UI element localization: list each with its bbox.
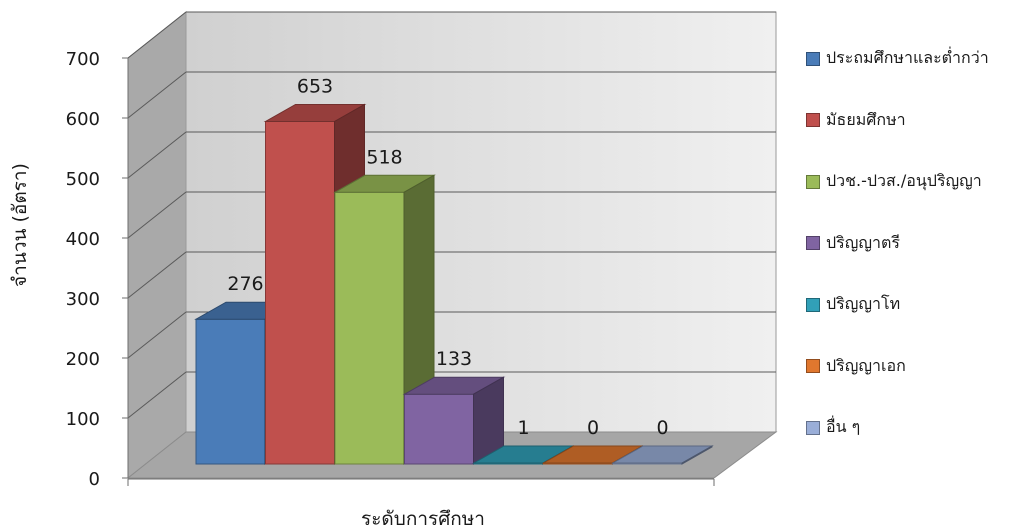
gridline	[127, 371, 187, 419]
data-label: 653	[297, 76, 333, 98]
legend-item: ประถมศึกษาและต่ำกว่า	[806, 28, 1021, 90]
x-axis	[127, 478, 715, 486]
bar-front	[334, 191, 405, 465]
legend-label: ประถมศึกษาและต่ำกว่า	[826, 48, 989, 68]
legend-item: มัธยมศึกษา	[806, 90, 1021, 152]
data-label: 518	[366, 146, 402, 168]
legend-swatch	[806, 236, 820, 251]
gridline	[127, 251, 187, 299]
legend-item: ปริญญาโท	[806, 274, 1021, 336]
data-labels: 276 653 518 133 1 0 0	[227, 76, 668, 439]
y-tick-label: 600	[66, 109, 100, 130]
y-tick-label: 500	[66, 169, 100, 190]
y-tick-label: 0	[89, 469, 100, 490]
y-tick-label: 300	[66, 289, 100, 310]
legend-item: อื่น ๆ	[806, 397, 1021, 459]
y-tick-label: 200	[66, 349, 100, 370]
bar-front	[195, 318, 266, 465]
side-wall	[127, 10, 187, 480]
bars	[194, 103, 714, 465]
legend-item: ปวช.-ปวส./อนุปริญญา	[806, 151, 1021, 213]
bar-front	[265, 121, 335, 465]
gridline	[127, 191, 187, 239]
legend-label: อื่น ๆ	[826, 417, 861, 437]
y-axis: 0 100 200 300 400 500 600 700	[66, 49, 129, 490]
gridline	[127, 311, 187, 359]
data-label: 0	[587, 417, 599, 439]
legend-item: ปริญญาตรี	[806, 213, 1021, 275]
legend-swatch	[806, 174, 820, 189]
legend-item: ปริญญาเอก	[806, 336, 1021, 398]
data-label: 276	[227, 273, 263, 295]
legend-swatch	[806, 297, 820, 312]
legend-swatch	[806, 113, 820, 128]
x-axis-title: ระดับการศึกษา	[361, 508, 485, 530]
y-axis-title: จำนวน (อัตรา)	[9, 163, 31, 287]
gridline	[127, 71, 187, 119]
bar	[611, 445, 714, 465]
y-tick-label: 400	[66, 229, 100, 250]
legend-swatch	[806, 51, 820, 66]
legend-swatch	[806, 359, 820, 374]
data-label: 133	[436, 348, 472, 370]
gridline	[127, 131, 187, 179]
data-label: 1	[517, 417, 529, 439]
legend-label: ปวช.-ปวส./อนุปริญญา	[826, 171, 982, 191]
y-tick-label: 100	[66, 409, 100, 430]
legend-label: ปริญญาเอก	[826, 355, 906, 375]
legend: ประถมศึกษาและต่ำกว่ามัธยมศึกษาปวช.-ปวส./…	[806, 28, 1021, 459]
legend-label: ปริญญาโท	[826, 294, 901, 314]
legend-label: ปริญญาตรี	[826, 232, 900, 252]
y-tick-label: 700	[66, 49, 100, 70]
legend-swatch	[806, 420, 820, 435]
bar	[402, 376, 506, 465]
bar-front	[404, 393, 474, 465]
legend-label: มัธยมศึกษา	[826, 109, 906, 129]
gridline	[127, 11, 187, 59]
data-label: 0	[656, 417, 668, 439]
bar-side	[681, 445, 713, 465]
